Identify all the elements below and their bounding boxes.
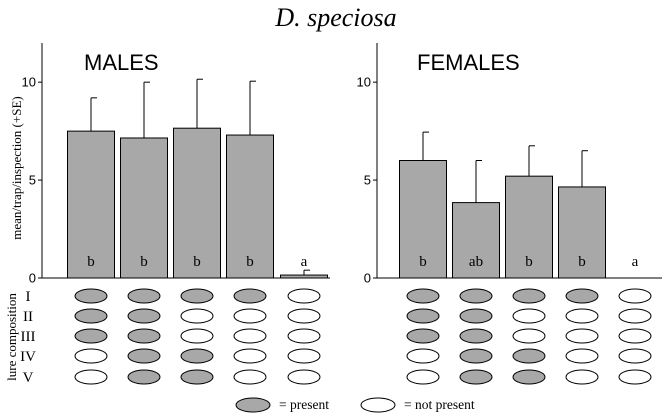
females-lure-present-marker bbox=[459, 369, 493, 385]
males-significance-letter: b bbox=[87, 254, 95, 270]
females-lure-present-marker bbox=[512, 288, 546, 304]
males-lure-absent-marker bbox=[180, 328, 214, 344]
males-significance-letter: b bbox=[140, 254, 148, 270]
females-y-tick-label: 0 bbox=[364, 271, 371, 286]
females-lure-absent-marker bbox=[406, 369, 440, 385]
males-lure-absent-marker bbox=[233, 348, 267, 364]
males-lure-absent-marker bbox=[233, 308, 267, 324]
lure-row-label: IV bbox=[20, 349, 36, 365]
females-significance-letter: a bbox=[632, 254, 639, 270]
males-lure-present-marker bbox=[127, 328, 161, 344]
females-significance-letter: b bbox=[419, 254, 427, 270]
lure-row-label: I bbox=[26, 289, 31, 305]
males-y-tick-label: 10 bbox=[22, 75, 36, 90]
males-lure-present-marker bbox=[127, 348, 161, 364]
females-lure-absent-marker bbox=[565, 308, 599, 324]
females-y-tick-label: 10 bbox=[357, 75, 371, 90]
males-lure-absent-marker bbox=[74, 369, 108, 385]
females-lure-present-marker bbox=[512, 348, 546, 364]
females-significance-letter: b bbox=[578, 254, 586, 270]
females-bar bbox=[505, 175, 553, 279]
females-lure-absent-marker bbox=[512, 308, 546, 324]
legend-present-label: = present bbox=[279, 397, 329, 412]
panel-title-females: FEMALES bbox=[417, 50, 520, 75]
females-lure-present-marker bbox=[459, 308, 493, 324]
legend-present-swatch bbox=[235, 397, 271, 413]
females-significance-letter: ab bbox=[469, 254, 483, 270]
panel-title-males: MALES bbox=[84, 50, 159, 75]
males-lure-absent-marker bbox=[233, 328, 267, 344]
females-lure-present-marker bbox=[459, 328, 493, 344]
legend-absent-label: = not present bbox=[404, 397, 475, 412]
males-bar bbox=[226, 134, 274, 279]
females-bar bbox=[399, 160, 447, 279]
males-lure-present-marker bbox=[180, 369, 214, 385]
females-lure-absent-marker bbox=[565, 369, 599, 385]
males-lure-present-marker bbox=[127, 288, 161, 304]
males-bar bbox=[120, 137, 168, 279]
females-bar bbox=[452, 202, 500, 279]
legend-absent-swatch bbox=[360, 397, 396, 413]
males-lure-absent-marker bbox=[287, 369, 321, 385]
females-lure-present-marker bbox=[406, 288, 440, 304]
males-lure-present-marker bbox=[180, 348, 214, 364]
females-lure-absent-marker bbox=[512, 328, 546, 344]
males-lure-absent-marker bbox=[74, 348, 108, 364]
females-lure-absent-marker bbox=[565, 348, 599, 364]
males-lure-present-marker bbox=[74, 308, 108, 324]
legend: = present = not present bbox=[235, 397, 475, 413]
females-lure-present-marker bbox=[512, 369, 546, 385]
males-y-tick-label: 5 bbox=[29, 173, 36, 188]
males-lure-present-marker bbox=[127, 369, 161, 385]
y-axis-label: mean/trap/inspection (+SE) bbox=[9, 96, 24, 239]
females-panel: FEMALES 0 5 10 b ab b b a bbox=[357, 43, 662, 385]
males-lure-absent-marker bbox=[180, 308, 214, 324]
males-bar bbox=[173, 127, 221, 279]
lure-row-label: III bbox=[21, 329, 36, 345]
males-lure-present-marker bbox=[74, 328, 108, 344]
males-lure-absent-marker bbox=[287, 348, 321, 364]
chart-title: D. speciosa bbox=[274, 3, 396, 32]
males-lure-absent-marker bbox=[287, 308, 321, 324]
males-lure-absent-marker bbox=[287, 328, 321, 344]
males-bar bbox=[280, 274, 328, 279]
females-significance-letter: b bbox=[525, 254, 533, 270]
males-lure-present-marker bbox=[233, 288, 267, 304]
males-significance-letter: a bbox=[301, 254, 308, 270]
males-lure-present-marker bbox=[127, 308, 161, 324]
males-lure-present-marker bbox=[180, 288, 214, 304]
females-lure-absent-marker bbox=[618, 348, 652, 364]
males-y-tick-label: 0 bbox=[29, 271, 36, 286]
males-lure-present-marker bbox=[74, 288, 108, 304]
males-lure-absent-marker bbox=[233, 369, 267, 385]
males-significance-letter: b bbox=[193, 254, 201, 270]
females-lure-absent-marker bbox=[618, 369, 652, 385]
lure-row-label: II bbox=[23, 309, 33, 325]
females-y-tick-label: 5 bbox=[364, 173, 371, 188]
females-lure-absent-marker bbox=[406, 348, 440, 364]
females-lure-present-marker bbox=[459, 348, 493, 364]
males-lure-absent-marker bbox=[287, 288, 321, 304]
females-lure-absent-marker bbox=[565, 328, 599, 344]
males-panel: MALES 0 5 10 b b b b a bbox=[22, 43, 330, 385]
females-lure-absent-marker bbox=[618, 308, 652, 324]
males-bar bbox=[67, 130, 115, 279]
females-lure-present-marker bbox=[459, 288, 493, 304]
females-lure-present-marker bbox=[406, 328, 440, 344]
lure-composition-label: lure composition bbox=[4, 293, 19, 381]
females-lure-absent-marker bbox=[618, 328, 652, 344]
females-lure-present-marker bbox=[565, 288, 599, 304]
lure-row-label: V bbox=[23, 370, 34, 386]
females-lure-present-marker bbox=[406, 308, 440, 324]
males-significance-letter: b bbox=[246, 254, 254, 270]
females-lure-absent-marker bbox=[618, 288, 652, 304]
